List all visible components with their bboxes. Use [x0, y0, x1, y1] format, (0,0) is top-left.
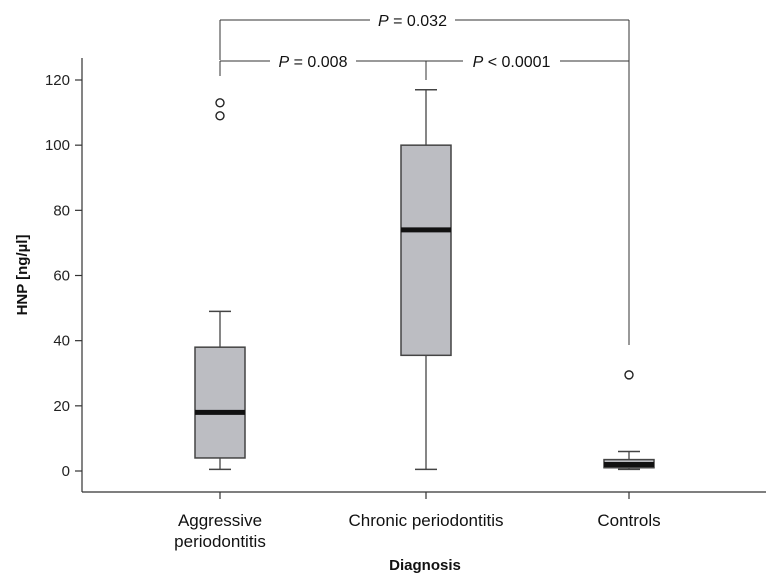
- x-tick-label: Controls: [597, 511, 660, 530]
- significance-bracket: P = 0.032: [219, 13, 630, 345]
- y-tick-label: 60: [53, 268, 70, 285]
- y-tick-label: 120: [45, 72, 70, 89]
- x-axis: Aggressive periodontitis Chronic periodont…: [82, 491, 766, 551]
- y-tick-label: 40: [53, 333, 70, 350]
- outlier-point: [215, 98, 225, 108]
- significance-bracket: P = 0.008: [219, 54, 427, 80]
- iqr-box: [400, 144, 452, 357]
- p-symbol: P: [473, 54, 484, 71]
- p-value: = 0.008: [289, 54, 347, 71]
- y-axis-title: HNP [ng/µl]: [14, 235, 31, 316]
- p-value: = 0.032: [389, 13, 447, 30]
- box-group: [603, 370, 655, 471]
- outlier-point: [215, 111, 225, 121]
- box-series: [194, 89, 655, 471]
- x-tick-label-line: periodontitis: [174, 532, 266, 551]
- y-tick-label: 20: [53, 398, 70, 415]
- p-value: < 0.0001: [483, 54, 550, 71]
- y-tick-label: 80: [53, 202, 70, 219]
- p-value-label: P = 0.008: [279, 54, 348, 71]
- significance-bracket: P < 0.0001: [425, 54, 630, 80]
- box-group: [400, 89, 452, 471]
- y-tick-label: 100: [45, 137, 70, 154]
- box-group: [194, 98, 246, 471]
- p-symbol: P: [279, 54, 290, 71]
- outlier-point: [624, 370, 634, 380]
- x-tick-label: Aggressive periodontitis: [174, 511, 266, 551]
- x-tick-label: Chronic periodontitis: [349, 511, 504, 530]
- p-symbol: P: [378, 13, 389, 30]
- p-value-label: P = 0.032: [378, 13, 447, 30]
- y-axis: 0 20 40 60 80 100 120: [45, 58, 83, 492]
- y-tick-label: 0: [62, 463, 70, 480]
- p-value-label: P < 0.0001: [473, 54, 551, 71]
- x-tick-label-line: Aggressive: [178, 511, 262, 530]
- x-axis-title: Diagnosis: [389, 557, 461, 573]
- iqr-box: [194, 346, 246, 459]
- x-tick-label-line: Chronic periodontitis: [349, 511, 504, 530]
- x-tick-label-line: Controls: [597, 511, 660, 530]
